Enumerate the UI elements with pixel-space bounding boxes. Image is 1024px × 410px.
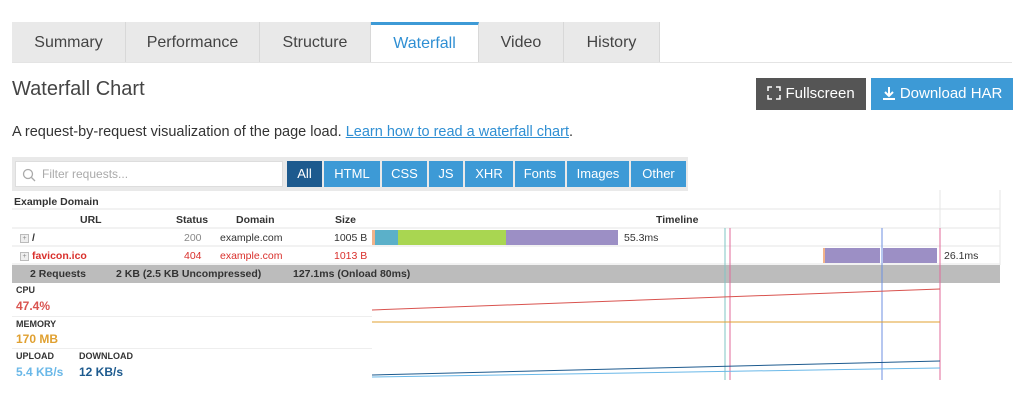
row-lines [12,190,1001,265]
timing-bar [375,230,398,245]
domain: example.com [220,232,283,244]
expand-icon[interactable]: + [20,252,29,261]
column-header: Size [335,214,357,226]
fullscreen-icon [767,86,782,100]
separator [12,348,372,349]
url: favicon.ico [32,250,87,262]
tab[interactable]: Summary [12,22,126,62]
url: / [32,232,35,244]
metric-value: 170 MB [16,332,59,346]
filter-button[interactable]: HTML [324,161,380,187]
timing-bar [398,230,506,245]
filter-button[interactable]: CSS [382,161,427,187]
summary-time: 127.1ms (Onload 80ms) [293,268,411,280]
tab-rule [12,62,1012,63]
tab[interactable]: Performance [126,22,260,62]
button-label: Download HAR [899,85,1003,102]
upload-line [371,367,941,378]
description-text: A request-by-request visualization of th… [12,124,342,140]
tab[interactable]: Video [479,22,564,62]
filter-button[interactable]: JS [429,161,463,187]
domain: example.com [220,250,283,262]
waterfall-graphics [12,190,1001,380]
metric-value: 47.4% [16,299,51,313]
metric-value: 12 KB/s [79,365,124,379]
summary-requests: 2 Requests [30,268,87,280]
status: 404 [184,250,202,262]
download-button[interactable]: Download HAR [871,78,1013,110]
summary-size: 2 KB (2.5 KB Uncompressed) [116,268,262,280]
metric-label: UPLOAD [16,351,54,361]
tab[interactable]: Structure [260,22,371,62]
column-header: Domain [236,214,275,226]
size: 1005 B [334,232,368,244]
button-label: Fullscreen [785,85,855,102]
event-lines [724,228,941,380]
duration: 55.3ms [624,232,659,244]
column-header: Timeline [656,214,699,226]
timing-bar [506,230,618,245]
help-link[interactable]: Learn how to read a waterfall chart [345,124,569,140]
tab[interactable]: History [564,22,660,62]
search-icon [22,168,36,182]
separator [12,316,372,317]
filter-placeholder: Filter requests... [42,167,129,181]
fullscreen-button[interactable]: Fullscreen [756,78,866,110]
cpu-line [371,288,941,311]
metric-label: CPU [16,285,36,295]
tab-active[interactable]: Waterfall [371,22,479,62]
timing-bar [823,248,825,263]
metric-value: 5.4 KB/s [16,365,64,379]
metric-label: DOWNLOAD [79,351,133,361]
filter-button[interactable]: Fonts [515,161,565,187]
filter-button[interactable]: Other [631,161,686,187]
metric-label: MEMORY [16,319,57,329]
description: A request-by-request visualization of th… [12,124,573,140]
filter-button[interactable]: XHR [465,161,513,187]
summary-row [12,265,1000,283]
download-icon [882,87,895,100]
column-header: URL [80,214,102,226]
filter-button-active[interactable]: All [287,161,322,187]
timing-bar [883,248,937,263]
timing-bar [825,248,880,263]
page-domain: Example Domain [14,196,99,208]
status: 200 [184,232,202,244]
column-header: Status [176,214,209,226]
timing-bar [372,230,375,245]
filter-button[interactable]: Images [567,161,629,187]
page-title: Waterfall Chart [12,78,145,100]
size: 1013 B [334,250,368,262]
description-end: . [568,124,574,140]
filter-input[interactable]: Filter requests... [15,161,283,187]
expand-icon[interactable]: + [20,234,29,243]
duration: 26.1ms [944,250,979,262]
download-line [371,360,941,376]
